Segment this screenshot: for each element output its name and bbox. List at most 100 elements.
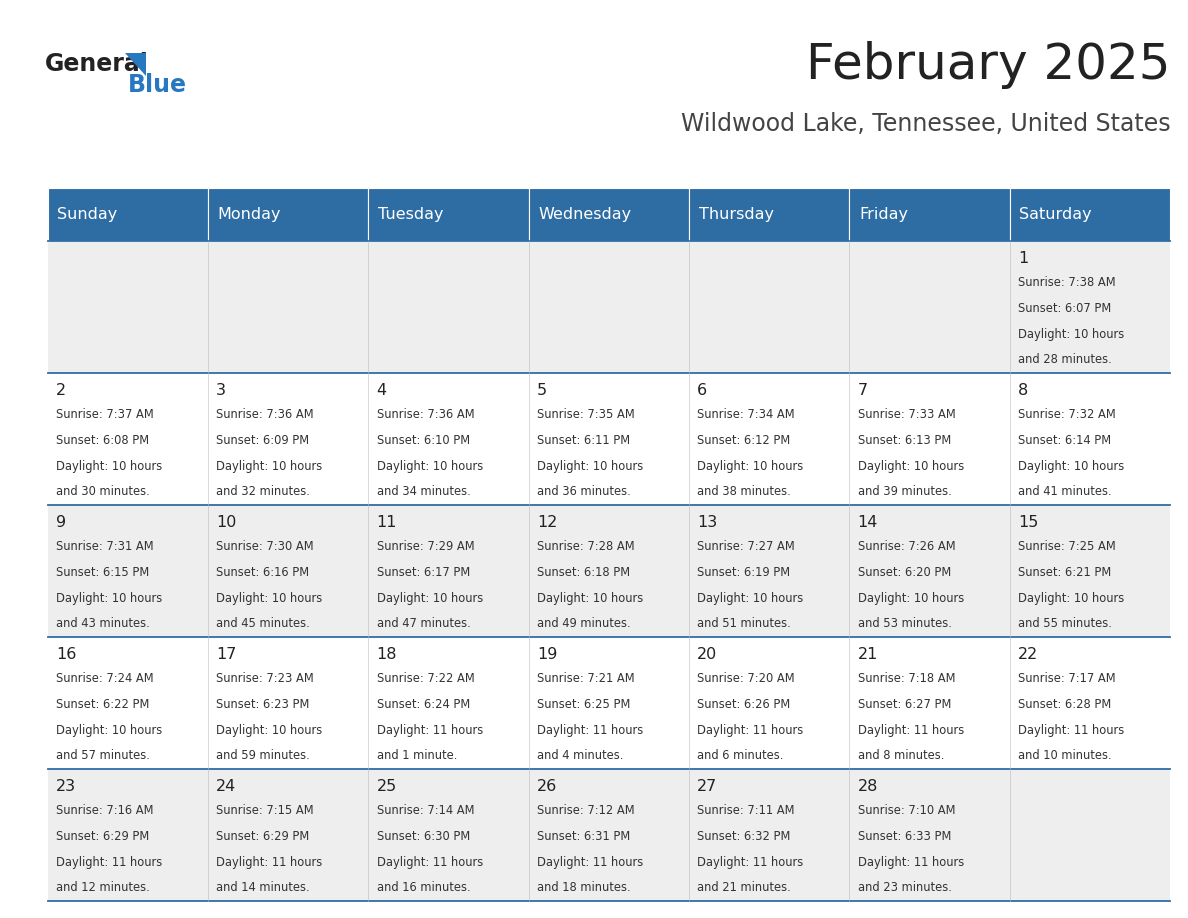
Bar bbox=[208, 241, 368, 374]
Text: and 53 minutes.: and 53 minutes. bbox=[858, 617, 952, 630]
Bar bbox=[529, 374, 689, 506]
Text: and 18 minutes.: and 18 minutes. bbox=[537, 881, 631, 894]
Text: Daylight: 10 hours: Daylight: 10 hours bbox=[377, 591, 482, 605]
Text: and 32 minutes.: and 32 minutes. bbox=[216, 486, 310, 498]
Text: Sunset: 6:17 PM: Sunset: 6:17 PM bbox=[377, 565, 469, 579]
Bar bbox=[689, 188, 849, 241]
Text: Sunrise: 7:16 AM: Sunrise: 7:16 AM bbox=[56, 804, 153, 817]
Text: 9: 9 bbox=[56, 515, 67, 530]
Text: Daylight: 10 hours: Daylight: 10 hours bbox=[537, 460, 643, 473]
Text: General: General bbox=[45, 52, 148, 76]
Text: Sunrise: 7:10 AM: Sunrise: 7:10 AM bbox=[858, 804, 955, 817]
Text: 5: 5 bbox=[537, 383, 548, 397]
Text: Sunrise: 7:32 AM: Sunrise: 7:32 AM bbox=[1018, 409, 1116, 421]
Text: and 8 minutes.: and 8 minutes. bbox=[858, 749, 944, 762]
Text: and 41 minutes.: and 41 minutes. bbox=[1018, 486, 1112, 498]
Bar bbox=[529, 241, 689, 374]
Bar bbox=[529, 506, 689, 637]
Text: and 47 minutes.: and 47 minutes. bbox=[377, 617, 470, 630]
Text: Saturday: Saturday bbox=[1019, 207, 1092, 222]
Text: 13: 13 bbox=[697, 515, 718, 530]
Text: Sunset: 6:19 PM: Sunset: 6:19 PM bbox=[697, 565, 790, 579]
Text: 26: 26 bbox=[537, 778, 557, 794]
Text: Daylight: 10 hours: Daylight: 10 hours bbox=[537, 591, 643, 605]
Text: 18: 18 bbox=[377, 646, 397, 662]
Text: Daylight: 11 hours: Daylight: 11 hours bbox=[697, 856, 803, 868]
Text: Thursday: Thursday bbox=[699, 207, 773, 222]
Bar bbox=[48, 506, 208, 637]
Text: 20: 20 bbox=[697, 646, 718, 662]
Text: and 39 minutes.: and 39 minutes. bbox=[858, 486, 952, 498]
Bar bbox=[48, 637, 208, 769]
Text: 4: 4 bbox=[377, 383, 387, 397]
Text: Sunday: Sunday bbox=[57, 207, 118, 222]
Text: Sunrise: 7:23 AM: Sunrise: 7:23 AM bbox=[216, 672, 314, 685]
Bar bbox=[208, 188, 368, 241]
Text: Sunrise: 7:22 AM: Sunrise: 7:22 AM bbox=[377, 672, 474, 685]
Text: 25: 25 bbox=[377, 778, 397, 794]
Text: Wednesday: Wednesday bbox=[538, 207, 631, 222]
Text: Sunrise: 7:25 AM: Sunrise: 7:25 AM bbox=[1018, 541, 1116, 554]
Text: 8: 8 bbox=[1018, 383, 1029, 397]
Text: Sunset: 6:25 PM: Sunset: 6:25 PM bbox=[537, 698, 631, 711]
Text: Daylight: 10 hours: Daylight: 10 hours bbox=[858, 460, 963, 473]
Text: and 59 minutes.: and 59 minutes. bbox=[216, 749, 310, 762]
Text: February 2025: February 2025 bbox=[805, 41, 1170, 89]
Text: and 28 minutes.: and 28 minutes. bbox=[1018, 353, 1112, 366]
Text: and 45 minutes.: and 45 minutes. bbox=[216, 617, 310, 630]
Text: Daylight: 10 hours: Daylight: 10 hours bbox=[56, 591, 162, 605]
Text: Sunrise: 7:18 AM: Sunrise: 7:18 AM bbox=[858, 672, 955, 685]
Text: 24: 24 bbox=[216, 778, 236, 794]
Text: Sunrise: 7:29 AM: Sunrise: 7:29 AM bbox=[377, 541, 474, 554]
Text: Sunrise: 7:11 AM: Sunrise: 7:11 AM bbox=[697, 804, 795, 817]
Text: Sunrise: 7:15 AM: Sunrise: 7:15 AM bbox=[216, 804, 314, 817]
Text: Sunset: 6:27 PM: Sunset: 6:27 PM bbox=[858, 698, 952, 711]
Text: 17: 17 bbox=[216, 646, 236, 662]
Bar bbox=[529, 769, 689, 901]
Text: Sunrise: 7:30 AM: Sunrise: 7:30 AM bbox=[216, 541, 314, 554]
Text: Sunset: 6:23 PM: Sunset: 6:23 PM bbox=[216, 698, 310, 711]
Text: 10: 10 bbox=[216, 515, 236, 530]
Bar bbox=[1010, 374, 1170, 506]
Text: 23: 23 bbox=[56, 778, 76, 794]
Bar bbox=[529, 188, 689, 241]
Text: #222222: #222222 bbox=[65, 63, 71, 65]
Text: 28: 28 bbox=[858, 778, 878, 794]
Bar bbox=[208, 374, 368, 506]
Text: Daylight: 11 hours: Daylight: 11 hours bbox=[377, 856, 482, 868]
Bar bbox=[1010, 769, 1170, 901]
Text: Sunset: 6:22 PM: Sunset: 6:22 PM bbox=[56, 698, 150, 711]
Bar bbox=[48, 188, 208, 241]
Text: and 4 minutes.: and 4 minutes. bbox=[537, 749, 624, 762]
Text: and 57 minutes.: and 57 minutes. bbox=[56, 749, 150, 762]
Text: Sunrise: 7:24 AM: Sunrise: 7:24 AM bbox=[56, 672, 153, 685]
Text: and 14 minutes.: and 14 minutes. bbox=[216, 881, 310, 894]
Bar bbox=[689, 374, 849, 506]
Text: Sunset: 6:10 PM: Sunset: 6:10 PM bbox=[377, 434, 469, 447]
Text: and 38 minutes.: and 38 minutes. bbox=[697, 486, 791, 498]
Text: Sunset: 6:28 PM: Sunset: 6:28 PM bbox=[1018, 698, 1111, 711]
Text: Daylight: 10 hours: Daylight: 10 hours bbox=[1018, 328, 1124, 341]
Bar bbox=[368, 374, 529, 506]
Text: Sunrise: 7:38 AM: Sunrise: 7:38 AM bbox=[1018, 276, 1116, 289]
Text: 27: 27 bbox=[697, 778, 718, 794]
Text: Daylight: 11 hours: Daylight: 11 hours bbox=[56, 856, 162, 868]
Bar bbox=[1010, 637, 1170, 769]
Text: Sunset: 6:15 PM: Sunset: 6:15 PM bbox=[56, 565, 148, 579]
Bar bbox=[689, 241, 849, 374]
Text: Daylight: 11 hours: Daylight: 11 hours bbox=[858, 856, 963, 868]
Text: Sunset: 6:24 PM: Sunset: 6:24 PM bbox=[377, 698, 469, 711]
Text: Sunset: 6:13 PM: Sunset: 6:13 PM bbox=[858, 434, 950, 447]
Text: 12: 12 bbox=[537, 515, 557, 530]
Text: Daylight: 11 hours: Daylight: 11 hours bbox=[216, 856, 322, 868]
Bar bbox=[1010, 188, 1170, 241]
Text: and 30 minutes.: and 30 minutes. bbox=[56, 486, 150, 498]
Text: 1: 1 bbox=[1018, 251, 1029, 265]
Text: 11: 11 bbox=[377, 515, 397, 530]
Text: Daylight: 10 hours: Daylight: 10 hours bbox=[697, 591, 803, 605]
Bar bbox=[529, 637, 689, 769]
Bar bbox=[368, 188, 529, 241]
Bar bbox=[849, 769, 1010, 901]
Text: Sunrise: 7:20 AM: Sunrise: 7:20 AM bbox=[697, 672, 795, 685]
Text: Sunset: 6:08 PM: Sunset: 6:08 PM bbox=[56, 434, 148, 447]
